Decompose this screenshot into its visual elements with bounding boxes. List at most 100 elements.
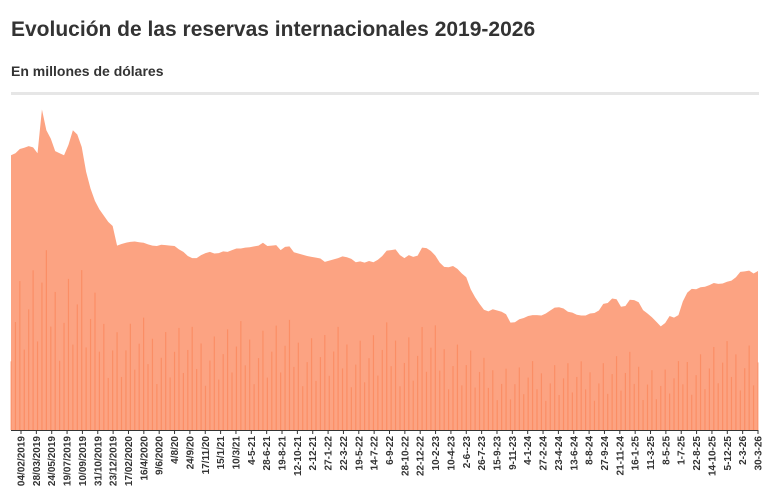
x-tick-label: 15-9-23 <box>492 436 503 471</box>
x-tick-label: 22-8-25 <box>692 436 703 471</box>
data-point-bar <box>178 327 180 430</box>
data-point-bar <box>63 322 65 430</box>
data-point-bar <box>757 362 759 430</box>
data-point-bar <box>257 358 260 430</box>
x-tick-label: 17/11/20 <box>201 436 212 475</box>
data-point-bar <box>50 326 52 430</box>
data-point-bar <box>607 393 609 430</box>
x-tick-label: 21-11-24 <box>615 436 626 476</box>
data-point-bar <box>134 369 136 430</box>
data-point-bar <box>36 341 39 430</box>
data-point-bar <box>107 377 109 430</box>
data-point-bar <box>739 390 741 430</box>
chart-subtitle: En millones de dólares <box>11 63 164 79</box>
x-tick-label: 19-8-21 <box>278 436 289 471</box>
data-point-bar <box>412 380 414 430</box>
data-point-bar <box>598 383 600 430</box>
data-point-bar <box>173 351 176 430</box>
reserves-area <box>11 109 758 431</box>
data-point-bar <box>620 390 622 430</box>
x-tick-label: 6-9-22 <box>385 436 396 465</box>
data-point-bar <box>545 400 547 430</box>
data-point-bar <box>213 336 215 430</box>
data-point-bar <box>381 349 383 430</box>
data-point-bar <box>576 376 578 430</box>
data-point-bar <box>89 318 92 430</box>
x-tick-label: 19-5-22 <box>354 436 365 471</box>
x-tick-label: 28-6-21 <box>262 436 273 471</box>
data-point-bar <box>447 389 450 430</box>
data-point-bar <box>624 372 626 430</box>
data-point-bar <box>116 332 118 430</box>
x-tick-label: 23-4-24 <box>554 436 565 471</box>
x-tick-label: 27-1-22 <box>324 436 335 471</box>
data-point-bar <box>341 368 344 430</box>
data-point-bar <box>204 385 207 430</box>
x-tick-label: 26-7-23 <box>477 436 488 471</box>
data-point-bar <box>478 371 481 430</box>
data-point-bar <box>19 281 21 430</box>
data-point-bar <box>722 362 724 430</box>
data-point-bar <box>196 368 198 430</box>
data-point-bar <box>403 362 405 430</box>
data-point-bar <box>187 349 189 430</box>
x-tick-label: 10/09/2019 <box>78 436 89 486</box>
data-point-bar <box>531 361 534 430</box>
x-tick-label: 2-12-21 <box>308 436 319 471</box>
x-tick-label: 1-7-25 <box>677 436 688 465</box>
data-point-bar <box>452 366 454 430</box>
data-point-bar <box>249 339 251 430</box>
data-point-bar <box>390 366 392 430</box>
x-tick-label: 27-9-24 <box>600 436 611 471</box>
data-point-bar <box>120 376 123 430</box>
data-point-bar <box>509 399 512 430</box>
data-point-bar <box>200 343 202 430</box>
data-point-bar <box>399 386 401 430</box>
x-tick-label: 9/6/2020 <box>155 436 166 475</box>
x-tick-label: 14-7-22 <box>370 436 381 471</box>
data-point-bar <box>487 387 489 430</box>
data-point-bar <box>315 380 317 430</box>
data-point-bar <box>642 400 644 430</box>
data-point-bar <box>112 350 114 430</box>
data-point-bar <box>673 378 675 430</box>
data-point-bar <box>465 365 467 430</box>
data-point-bar <box>41 282 43 430</box>
data-point-bar <box>288 319 291 430</box>
data-point-bar <box>10 361 12 430</box>
data-point-bar <box>244 365 246 430</box>
data-point-bar <box>72 344 74 430</box>
data-point-bar <box>368 358 370 430</box>
x-tick-label: 14-10-25 <box>707 436 718 476</box>
data-point-bar <box>94 292 96 430</box>
data-point-bar <box>394 340 397 430</box>
x-tick-label: 28-10-22 <box>400 436 411 476</box>
x-tick-label: 23/12/2019 <box>109 436 120 486</box>
data-point-bar <box>629 351 631 430</box>
data-point-bar <box>633 383 635 430</box>
data-point-bar <box>638 366 640 430</box>
x-tick-label: 10-2-23 <box>431 436 442 471</box>
chart-title: Evolución de las reservas internacionale… <box>11 18 536 41</box>
data-point-bar <box>324 334 326 430</box>
data-point-bar <box>67 278 70 430</box>
data-point-bar <box>646 384 649 430</box>
data-point-bar <box>23 349 25 430</box>
x-tick-label: 17/02/2020 <box>124 436 135 486</box>
data-point-bar <box>350 387 352 430</box>
data-point-bar <box>434 325 436 430</box>
data-point-bar <box>580 361 582 430</box>
data-point-bar <box>518 367 520 430</box>
data-point-bar <box>682 384 684 430</box>
x-tick-label: 5-12-25 <box>723 436 734 471</box>
data-point-bar <box>602 363 604 430</box>
data-point-bar <box>664 369 666 430</box>
data-point-bar <box>143 317 145 430</box>
data-point-bar <box>474 387 476 430</box>
data-point-bar <box>284 345 286 430</box>
data-point-bar <box>439 370 441 430</box>
data-point-bar <box>461 385 463 430</box>
data-point-bar <box>558 395 560 430</box>
data-point-bar <box>567 363 569 430</box>
data-point-bar <box>699 354 702 430</box>
